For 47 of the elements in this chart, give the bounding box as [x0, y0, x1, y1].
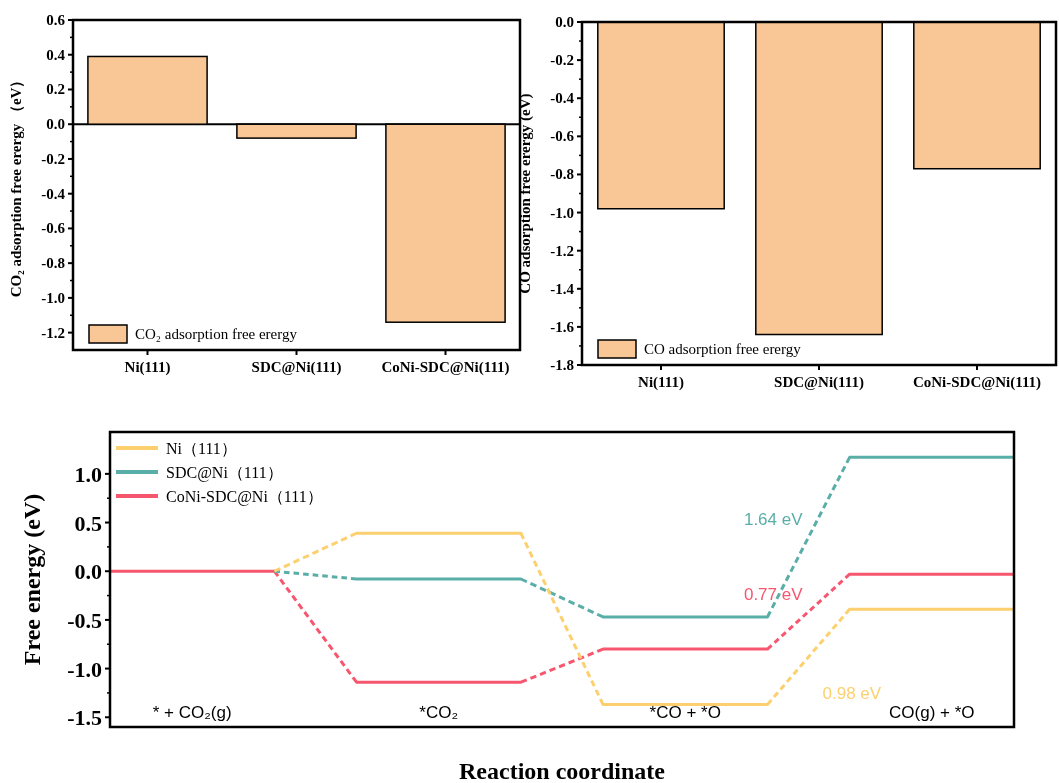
y-tick-label: -1.0 [550, 204, 574, 221]
y-tick-label: 0.0 [555, 14, 574, 30]
x-tick-label: CO(g) + *O [889, 703, 975, 722]
legend-label: CoNi-SDC@Ni（111） [166, 487, 323, 506]
x-tick-label: *CO₂ [419, 703, 459, 722]
y-tick-label: -1.4 [550, 280, 575, 297]
annotation: 0.98 eV [822, 683, 882, 703]
annotation: 1.64 eV [743, 510, 804, 530]
y-tick-label: -0.6 [41, 220, 66, 237]
y-tick-label: -0.5 [67, 607, 102, 633]
y-tick-label: -0.2 [550, 52, 574, 69]
y-tick-label: -0.4 [41, 185, 66, 202]
y-tick-label: 0.0 [74, 558, 102, 584]
y-tick-label: -1.2 [41, 324, 65, 341]
annotation: 0.77 eV [743, 584, 804, 604]
y-tick-label: -0.6 [550, 128, 575, 145]
y-tick-label: -0.4 [550, 90, 575, 107]
y-tick-label: 1.0 [74, 461, 102, 487]
y-tick-label: -1.0 [41, 289, 65, 306]
legend-label: Ni（111） [166, 439, 237, 457]
y-tick-label: -1.5 [67, 704, 102, 730]
y-axis-title: CO₂ adsorption free erergy （eV） [8, 72, 24, 298]
y-axis-title: Free energy (eV) [19, 493, 45, 666]
y-tick-label: -1.8 [550, 357, 574, 373]
legend-label: CO₂ adsorption free erergy [135, 326, 298, 342]
x-tick-label: SDC@Ni(111) [774, 374, 864, 391]
y-tick-label: 0.5 [74, 510, 102, 536]
y-tick-label: 0.6 [46, 12, 66, 28]
x-tick-label: CoNi-SDC@Ni(111) [912, 374, 1042, 391]
y-tick-label: -0.8 [550, 166, 574, 183]
legend-label: CO adsorption free erergy [644, 341, 802, 357]
y-tick-label: 0.0 [46, 116, 65, 133]
y-tick-label: -1.6 [550, 318, 575, 335]
y-tick-label: -0.8 [41, 255, 65, 272]
x-tick-label: * + CO₂(g) [152, 703, 232, 722]
x-tick-label: Ni(111) [124, 359, 171, 376]
y-tick-label: 0.4 [46, 46, 66, 63]
x-tick-label: SDC@Ni(111) [251, 359, 342, 376]
y-tick-label: -1.2 [550, 242, 574, 259]
x-tick-label: *CO + *O [649, 703, 721, 722]
x-tick-label: Ni(111) [638, 374, 684, 391]
y-tick-label: -0.2 [41, 150, 65, 167]
y-tick-label: -1.0 [67, 656, 102, 682]
y-tick-label: 0.2 [46, 81, 65, 98]
legend-label: SDC@Ni（111） [166, 463, 283, 482]
x-axis-title: Reaction coordinate [459, 758, 666, 783]
x-tick-label: CoNi-SDC@Ni(111) [381, 359, 510, 376]
